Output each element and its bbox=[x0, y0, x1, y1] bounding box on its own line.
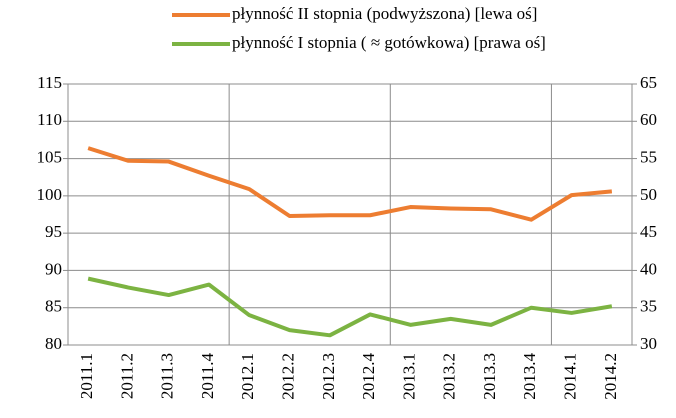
y2-tick-label: 35 bbox=[640, 297, 657, 316]
x-tick-label: 2011.4 bbox=[198, 353, 217, 400]
x-tick-label: 2012.3 bbox=[319, 353, 338, 400]
y2-tick-label: 50 bbox=[640, 185, 657, 204]
x-tick-label: 2013.4 bbox=[520, 353, 539, 400]
y-tick-label: 90 bbox=[45, 259, 62, 278]
x-tick-label: 2013.3 bbox=[480, 353, 499, 400]
y-tick-label: 105 bbox=[37, 147, 63, 166]
x-tick-label: 2013.2 bbox=[440, 353, 459, 400]
y-tick-label: 95 bbox=[45, 222, 62, 241]
y2-tick-label: 55 bbox=[640, 147, 657, 166]
y-tick-label: 115 bbox=[37, 73, 62, 92]
x-tick-label: 2012.1 bbox=[238, 353, 257, 400]
y2-tick-label: 65 bbox=[640, 73, 657, 92]
series-line bbox=[87, 276, 613, 338]
x-tick-label: 2011.3 bbox=[158, 353, 177, 399]
x-tick-label: 2014.1 bbox=[560, 353, 579, 400]
x-tick-label: 2012.2 bbox=[278, 353, 297, 400]
y2-tick-label: 40 bbox=[640, 259, 657, 278]
y-tick-label: 85 bbox=[45, 297, 62, 316]
y-tick-label: 80 bbox=[45, 334, 62, 353]
legend-label: płynność I stopnia ( ≈ gotówkowa) [prawa… bbox=[232, 33, 546, 52]
y2-tick-label: 60 bbox=[640, 110, 657, 129]
series-line bbox=[87, 146, 613, 222]
y2-tick-label: 45 bbox=[640, 222, 657, 241]
x-tick-label: 2013.1 bbox=[399, 353, 418, 400]
legend-label: płynność II stopnia (podwyższona) [lewa … bbox=[232, 4, 537, 23]
y2-tick-label: 30 bbox=[640, 334, 657, 353]
x-tick-label: 2011.1 bbox=[77, 353, 96, 399]
y-tick-label: 110 bbox=[37, 110, 62, 129]
x-tick-label: 2011.2 bbox=[117, 353, 136, 399]
x-tick-label: 2014.2 bbox=[601, 353, 620, 400]
x-tick-label: 2012.4 bbox=[359, 353, 378, 400]
y-tick-label: 100 bbox=[37, 185, 63, 204]
